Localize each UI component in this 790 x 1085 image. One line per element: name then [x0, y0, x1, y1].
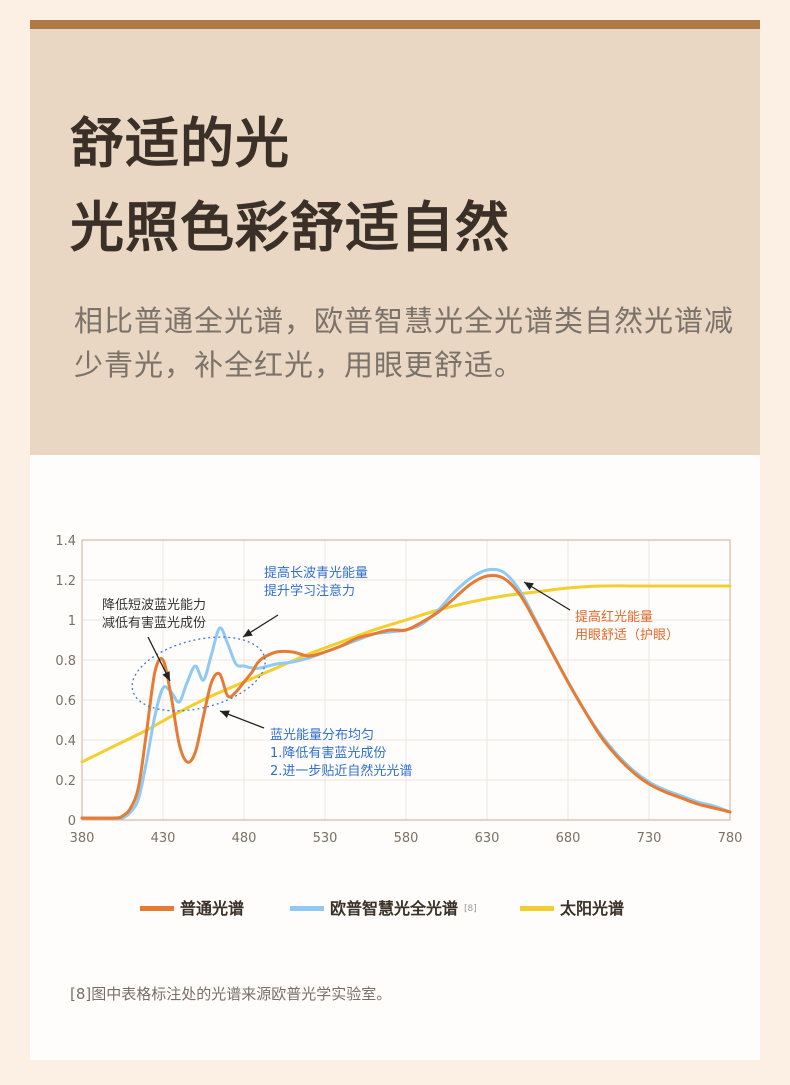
hero-description: 相比普通全光谱，欧普智慧光全光谱类自然光谱减少青光，补全红光，用眼更舒适。	[74, 304, 735, 382]
x-tick-label: 580	[394, 831, 419, 846]
annotation-mid-line: 蓝光能量分布均匀	[270, 728, 374, 743]
title-line-2: 光照色彩舒适自然	[70, 196, 510, 259]
legend-superscript: [8]	[464, 904, 477, 914]
y-tick-label: 1.2	[55, 574, 76, 589]
annotation-ellipse	[131, 636, 266, 712]
chart-legend: 普通光谱 欧普智慧光全光谱 [8] 太阳光谱	[140, 897, 660, 921]
x-tick-label: 380	[70, 831, 95, 846]
arrow-mid-head	[220, 710, 230, 718]
x-tick-label: 680	[556, 831, 581, 846]
legend-label-opple-wrap: 欧普智慧光全光谱 [8]	[330, 897, 477, 921]
x-tick-label: 530	[313, 831, 338, 846]
arrow-right-head	[524, 582, 534, 591]
arrow-left-head	[162, 671, 170, 681]
legend-label-sun: 太阳光谱	[560, 899, 625, 918]
x-tick-label: 780	[718, 831, 743, 846]
title-line-1: 舒适的光	[70, 112, 290, 175]
chart-card: 0 0.2 0.4 0.6 0.8 1 1.2 1.4 380 430 480 530 580 630 68…	[30, 455, 760, 1060]
y-tick-label: 0	[68, 814, 76, 829]
top-accent-bar	[30, 20, 760, 29]
y-tick-label: 0.6	[55, 694, 76, 709]
legend-label-opple: 欧普智慧光全光谱	[330, 899, 459, 918]
series-line-ordinary	[80, 573, 732, 820]
annotation-left-line: 减低有害蓝光成份	[102, 615, 206, 631]
annotation-mid-line: 1.降低有害蓝光成份	[270, 745, 386, 761]
x-tick-label: 480	[232, 831, 257, 846]
y-tick-label: 0.4	[55, 734, 76, 749]
footnote: [8]图中表格标注处的光谱来源欧普光学实验室。	[70, 985, 392, 1003]
hero-section: 舒适的光 光照色彩舒适自然 相比普通全光谱，欧普智慧光全光谱类自然光谱减少青光，…	[30, 29, 760, 455]
annotation-left-line: 降低短波蓝光能力	[102, 598, 206, 613]
annotation-right-line: 用眼舒适（护眼）	[575, 628, 679, 643]
series-line-sun	[80, 584, 732, 764]
spectrum-chart: 0 0.2 0.4 0.6 0.8 1 1.2 1.4 380 430 480 530 580 630 68…	[55, 534, 743, 846]
arrow-top-head	[243, 628, 253, 637]
legend-swatch-opple	[290, 906, 324, 911]
annotation-mid-line: 2.进一步贴近自然光光谱	[270, 763, 412, 779]
y-tick-label: 0.8	[55, 654, 76, 669]
y-tick-label: 0.2	[55, 774, 76, 789]
y-tick-label: 1.4	[55, 534, 76, 549]
x-tick-label: 730	[637, 831, 662, 846]
x-tick-label: 430	[151, 831, 176, 846]
legend-label-ordinary: 普通光谱	[180, 899, 245, 918]
plot-frame	[81, 539, 731, 821]
annotation-top-line: 提高长波青光能量	[264, 565, 368, 581]
annotation-top-line: 提升学习注意力	[264, 583, 355, 599]
annotation-right-line: 提高红光能量	[575, 609, 653, 625]
legend-swatch-ordinary	[140, 906, 174, 911]
y-tick-label: 1	[68, 614, 76, 629]
legend-swatch-sun	[520, 906, 554, 911]
x-tick-label: 630	[475, 831, 500, 846]
